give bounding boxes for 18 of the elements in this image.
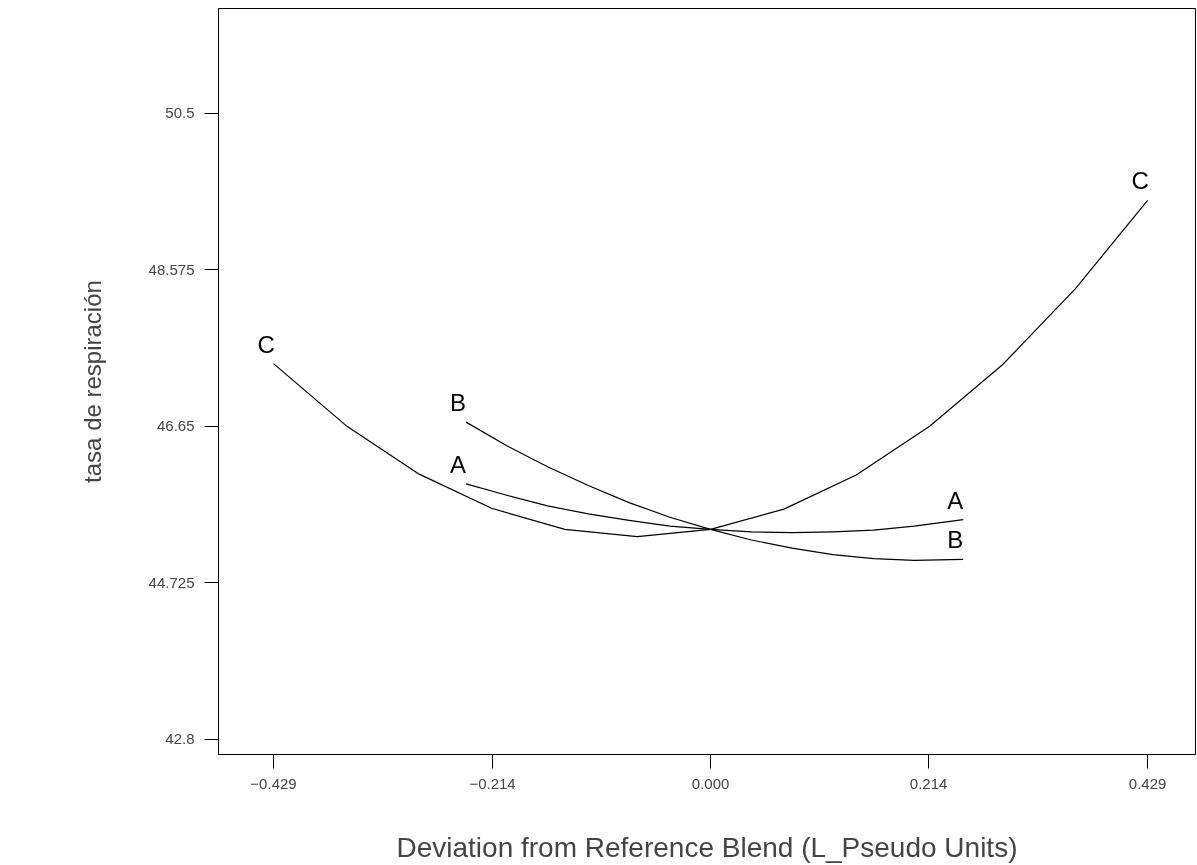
y-tick-label: 46.65 [156,417,195,435]
text: A [947,486,964,514]
x-axis-title: Deviation from Reference Blend (L_Pseudo Units) [396,831,1018,863]
y-tick-label: 50.5 [165,104,195,122]
series-label: A [450,450,467,478]
series-label: C [1131,167,1149,195]
x-tick-label: 0.429 [1128,774,1167,792]
series-label: B [450,389,467,417]
y-tick-label: 42.8 [165,730,195,748]
x-tick-label: 0.214 [909,774,948,792]
x-tick-label: −0.214 [469,774,516,792]
x-tick-label: 0.000 [691,774,730,792]
text: C [257,330,275,358]
text: B [947,526,964,554]
y-tick-label: 48.575 [148,260,195,278]
y-tick-label: 44.725 [148,573,195,591]
y-axis-title: tasa de respiración [78,280,106,483]
x-tick-label: −0.429 [250,774,297,792]
